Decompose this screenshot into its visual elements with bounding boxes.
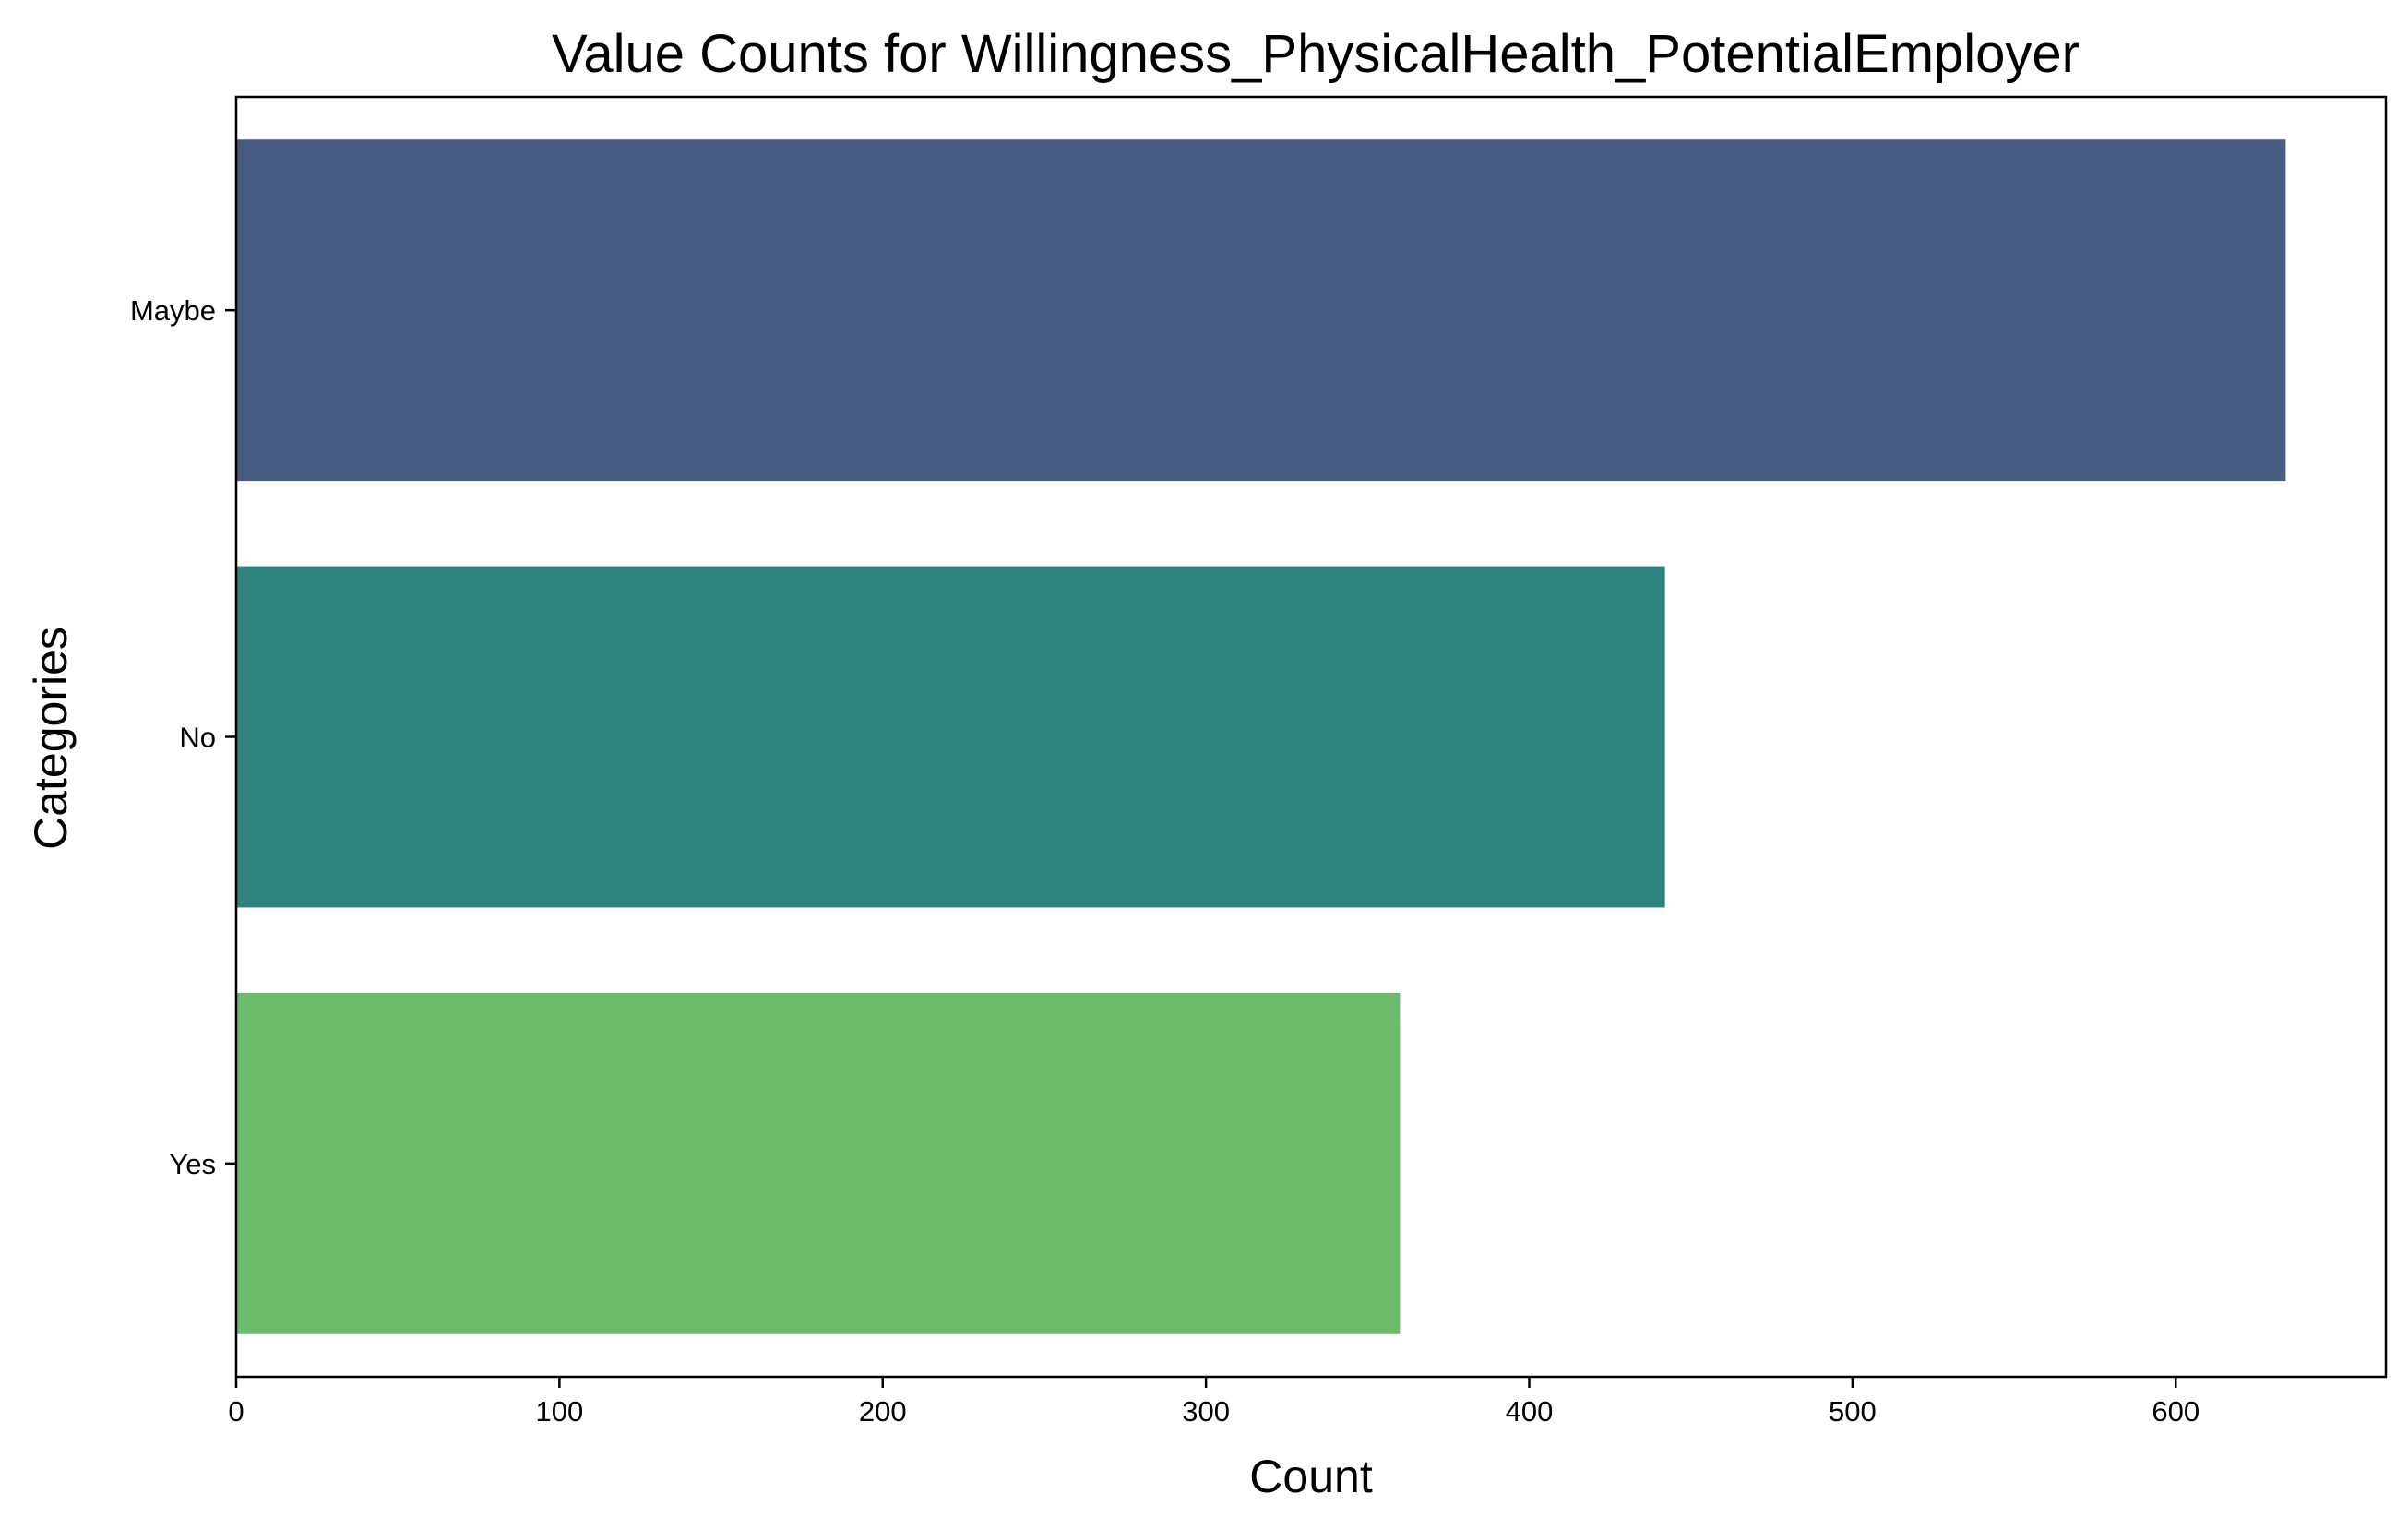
x-tick-label-100: 100 xyxy=(536,1395,584,1428)
x-tick-label-500: 500 xyxy=(1829,1395,1877,1428)
x-tick-label-0: 0 xyxy=(228,1395,244,1428)
y-tick-label-maybe: Maybe xyxy=(130,294,216,327)
y-ticks-group: Maybe No Yes xyxy=(130,294,236,1180)
x-ticks-group: 0 100 200 300 400 500 600 xyxy=(228,1377,2199,1428)
chart-title: Value Counts for Willingness_PhysicalHea… xyxy=(552,24,2080,84)
x-tick-label-400: 400 xyxy=(1506,1395,1554,1428)
y-tick-label-yes: Yes xyxy=(169,1148,216,1180)
x-axis-title: Count xyxy=(1249,1451,1373,1502)
bar-yes xyxy=(236,992,1401,1334)
plot-frame xyxy=(234,95,2388,1379)
y-tick-label-no: No xyxy=(179,722,216,754)
bar-maybe xyxy=(236,139,2286,482)
x-tick-label-600: 600 xyxy=(2152,1395,2199,1428)
bars-group xyxy=(236,139,2286,1334)
y-axis-title: Categories xyxy=(25,627,77,850)
x-tick-label-200: 200 xyxy=(859,1395,907,1428)
x-tick-label-300: 300 xyxy=(1182,1395,1230,1428)
bar-no xyxy=(236,566,1665,908)
